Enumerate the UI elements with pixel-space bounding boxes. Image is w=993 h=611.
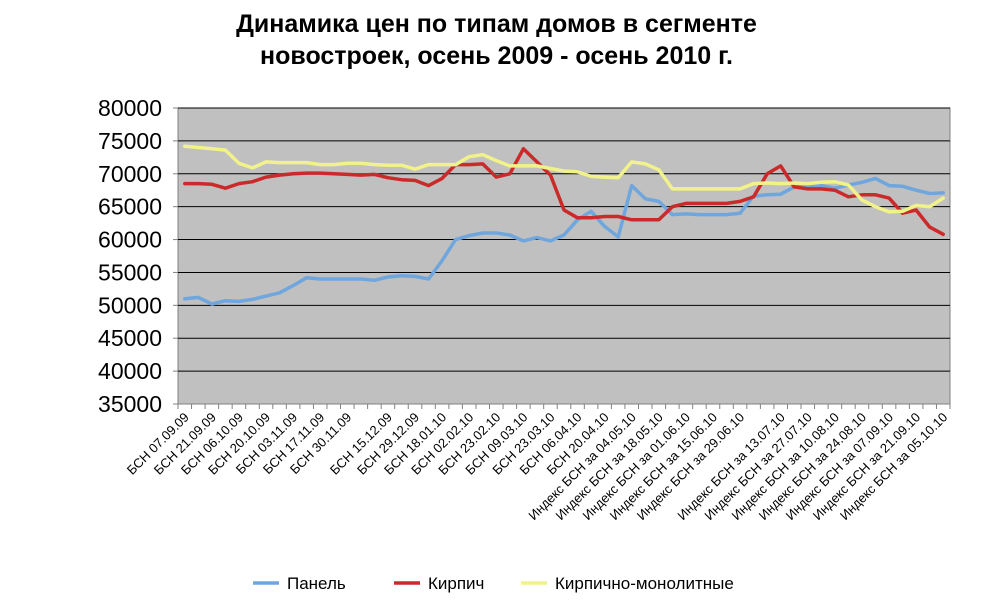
y-axis: 35000 40000 45000 50000 55000 60000 65000 70000… — [98, 95, 178, 417]
y-tick-label: 45000 — [98, 325, 162, 351]
y-tick-label: 80000 — [98, 95, 162, 121]
legend: Панель Кирпич Кирпично-монолитные — [253, 574, 734, 593]
y-tick-label: 40000 — [98, 358, 162, 384]
gridlines — [178, 107, 950, 372]
y-tick-label: 70000 — [98, 161, 162, 187]
series-line-0 — [183, 176, 945, 306]
series-line-1 — [183, 147, 945, 237]
y-tick-label: 35000 — [98, 391, 162, 417]
legend-label-0: Панель — [287, 574, 346, 593]
legend-label-2: Кирпично-монолитные — [555, 574, 734, 593]
y-tick-label: 65000 — [98, 194, 162, 220]
chart-title-line-1: Динамика цен по типам домов в сегменте — [236, 10, 757, 38]
y-tick-label: 55000 — [98, 259, 162, 285]
y-tick-label: 75000 — [98, 128, 162, 154]
legend-label-1: Кирпич — [428, 574, 484, 593]
plot-area — [177, 107, 951, 405]
y-tick-label: 60000 — [98, 227, 162, 253]
y-tick-label: 50000 — [98, 292, 162, 318]
series-lines — [183, 144, 945, 306]
chart-title-line-2: новостроек, осень 2009 - осень 2010 г. — [260, 42, 733, 70]
series-line-2 — [183, 144, 945, 214]
